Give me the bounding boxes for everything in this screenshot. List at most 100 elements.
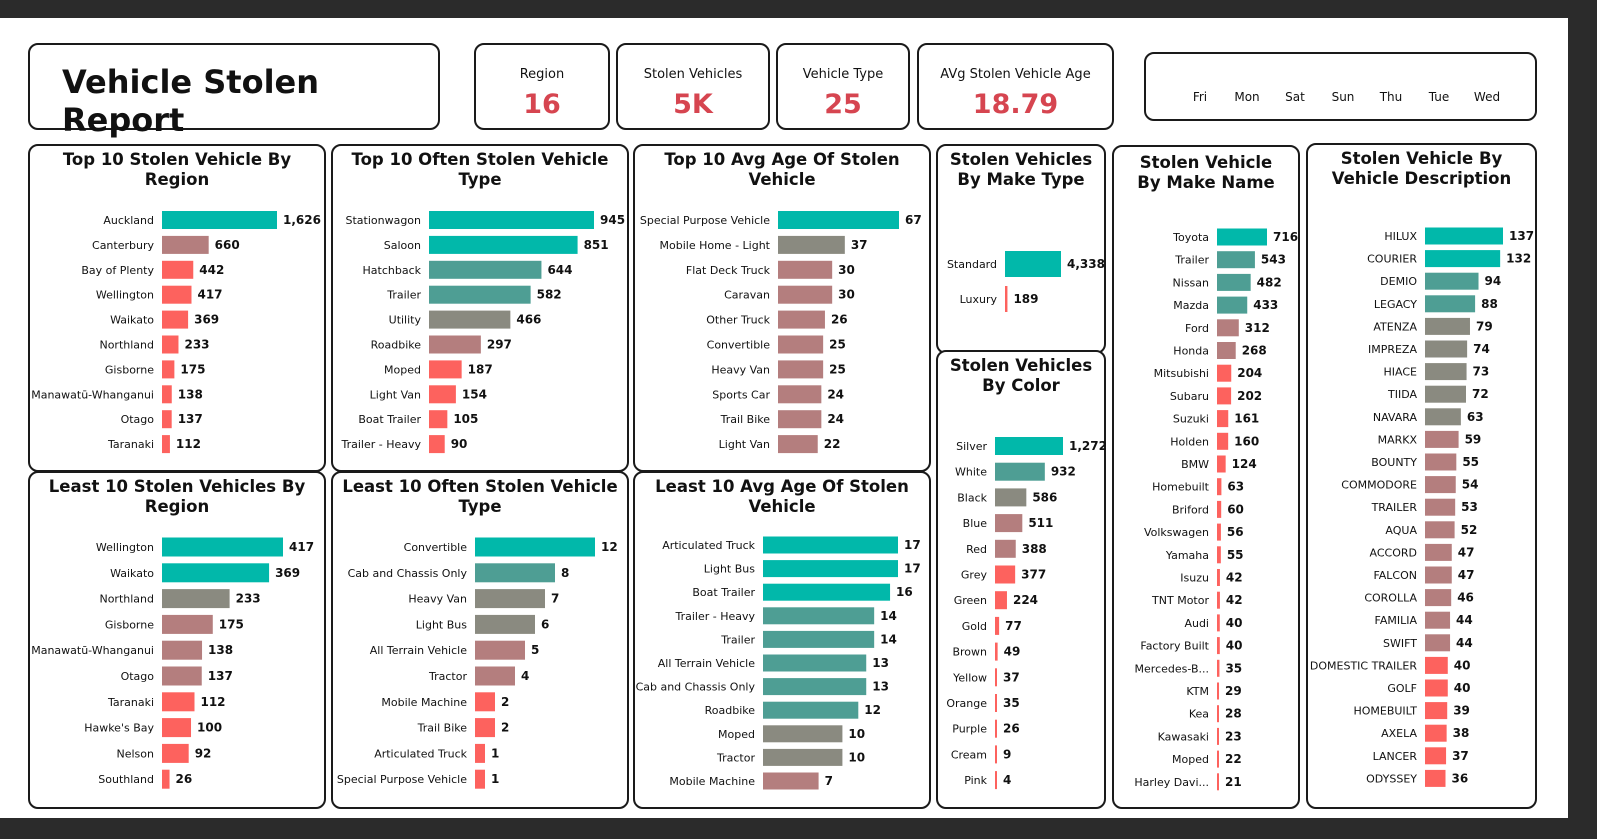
bar[interactable]: [1425, 589, 1452, 607]
bar[interactable]: [778, 310, 825, 329]
bar[interactable]: [1217, 432, 1229, 450]
bar[interactable]: [995, 488, 1027, 507]
bar[interactable]: [1425, 385, 1466, 403]
bar[interactable]: [995, 719, 997, 738]
bar[interactable]: [995, 642, 998, 661]
bar[interactable]: [1425, 543, 1452, 561]
day-option-mon[interactable]: Mon: [1234, 90, 1260, 104]
bar[interactable]: [429, 385, 456, 404]
bar[interactable]: [1217, 296, 1248, 314]
bar[interactable]: [763, 607, 875, 625]
day-option-wed[interactable]: Wed: [1473, 90, 1501, 104]
bar[interactable]: [1217, 614, 1220, 632]
bar[interactable]: [429, 260, 542, 279]
bar[interactable]: [162, 743, 189, 763]
bar[interactable]: [1217, 637, 1220, 655]
bar[interactable]: [162, 718, 192, 738]
bar[interactable]: [1217, 591, 1220, 609]
bar[interactable]: [1217, 410, 1229, 428]
bar[interactable]: [475, 769, 485, 789]
bar[interactable]: [429, 410, 448, 429]
bar[interactable]: [162, 235, 209, 254]
bar[interactable]: [1217, 546, 1221, 564]
day-option-tue[interactable]: Tue: [1428, 90, 1450, 104]
bar[interactable]: [429, 360, 462, 379]
bar[interactable]: [162, 285, 192, 304]
bar[interactable]: [162, 360, 175, 379]
bar[interactable]: [778, 285, 833, 304]
bar[interactable]: [1425, 498, 1456, 516]
bar[interactable]: [1425, 656, 1448, 674]
bar[interactable]: [162, 537, 283, 557]
day-option-thu[interactable]: Thu: [1379, 90, 1403, 104]
bar[interactable]: [995, 565, 1016, 584]
bar[interactable]: [763, 536, 898, 554]
bar[interactable]: [778, 385, 822, 404]
bar[interactable]: [162, 640, 203, 660]
bar[interactable]: [1425, 747, 1447, 765]
bar[interactable]: [1217, 682, 1220, 700]
bar[interactable]: [1425, 430, 1459, 448]
bar[interactable]: [1005, 251, 1061, 277]
bar[interactable]: [1425, 363, 1467, 381]
bar[interactable]: [162, 563, 270, 583]
bar[interactable]: [1217, 387, 1232, 405]
bar[interactable]: [162, 614, 213, 634]
bar[interactable]: [1425, 769, 1446, 787]
bar[interactable]: [995, 437, 1063, 455]
bar[interactable]: [475, 537, 595, 557]
bar[interactable]: [162, 335, 179, 354]
bar[interactable]: [1217, 727, 1219, 745]
bar[interactable]: [1217, 523, 1221, 541]
bar[interactable]: [162, 692, 195, 712]
bar[interactable]: [429, 285, 531, 304]
bar[interactable]: [763, 772, 819, 790]
bar[interactable]: [1217, 251, 1255, 269]
bar[interactable]: [162, 666, 202, 686]
bar[interactable]: [1425, 453, 1457, 471]
bar[interactable]: [1425, 295, 1476, 313]
bar[interactable]: [1425, 250, 1501, 268]
bar[interactable]: [995, 694, 997, 712]
bar[interactable]: [475, 614, 535, 634]
bar[interactable]: [162, 435, 170, 454]
bar[interactable]: [778, 360, 824, 379]
bar[interactable]: [1217, 773, 1219, 791]
bar[interactable]: [763, 748, 843, 766]
bar[interactable]: [995, 462, 1045, 481]
bar[interactable]: [475, 718, 495, 738]
bar[interactable]: [1425, 566, 1452, 584]
bar[interactable]: [1217, 319, 1239, 337]
bar[interactable]: [1425, 702, 1448, 720]
bar[interactable]: [778, 211, 899, 229]
bar[interactable]: [162, 410, 172, 429]
bar[interactable]: [1217, 705, 1219, 723]
bar[interactable]: [429, 335, 481, 354]
bar[interactable]: [778, 335, 824, 354]
bar[interactable]: [475, 743, 485, 763]
bar[interactable]: [995, 668, 997, 687]
bar[interactable]: [995, 616, 1000, 635]
bar[interactable]: [1425, 521, 1455, 539]
bar[interactable]: [1217, 273, 1251, 291]
bar[interactable]: [1425, 272, 1479, 290]
bar[interactable]: [1217, 342, 1236, 359]
bar[interactable]: [778, 260, 833, 279]
bar[interactable]: [475, 692, 495, 712]
bar[interactable]: [995, 514, 1023, 533]
bar[interactable]: [1425, 227, 1503, 245]
bar[interactable]: [1425, 679, 1448, 697]
bar[interactable]: [995, 539, 1016, 558]
bar[interactable]: [1425, 724, 1447, 742]
bar[interactable]: [778, 235, 845, 254]
bar[interactable]: [1425, 611, 1451, 629]
bar[interactable]: [429, 235, 578, 254]
bar[interactable]: [1425, 340, 1468, 358]
bar[interactable]: [162, 260, 194, 279]
bar[interactable]: [995, 771, 997, 790]
bar[interactable]: [162, 385, 172, 404]
bar[interactable]: [778, 435, 818, 454]
bar[interactable]: [995, 745, 997, 764]
bar[interactable]: [475, 589, 545, 609]
bar[interactable]: [763, 583, 891, 601]
